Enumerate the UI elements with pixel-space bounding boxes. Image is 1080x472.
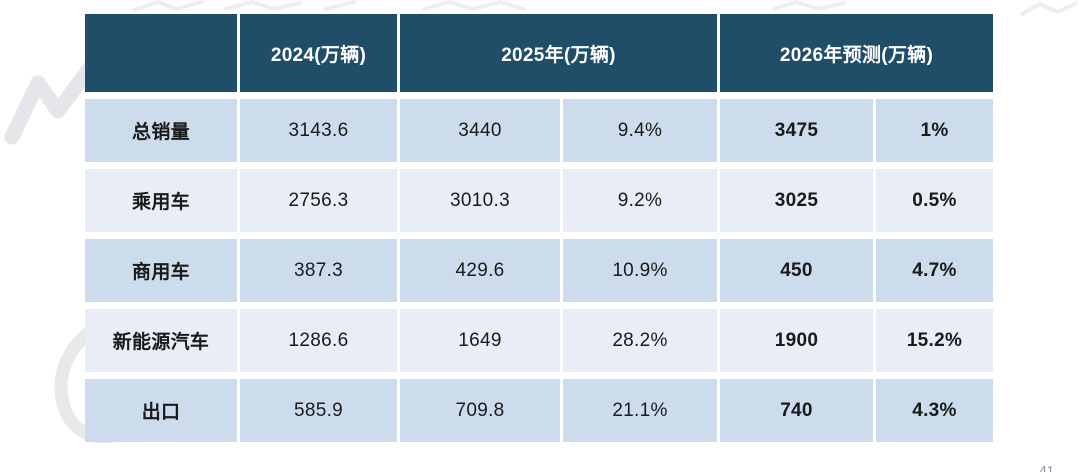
cell-2026-value: 3475 bbox=[720, 99, 873, 162]
watermark-fragment-top-1 bbox=[132, 0, 356, 12]
cell-2025-value: 3440 bbox=[400, 99, 560, 162]
table-header-blank bbox=[85, 14, 237, 92]
cell-2026-growth: 15.2% bbox=[876, 309, 993, 372]
cell-2024-value: 2756.3 bbox=[240, 169, 397, 232]
cell-2024-value: 585.9 bbox=[240, 379, 397, 442]
cell-2025-growth: 9.4% bbox=[563, 99, 717, 162]
row-label-commercial-vehicles: 商用车 bbox=[85, 239, 237, 302]
cell-2025-growth: 28.2% bbox=[563, 309, 717, 372]
cell-2025-value: 429.6 bbox=[400, 239, 560, 302]
cell-2025-value: 1649 bbox=[400, 309, 560, 372]
cell-2025-growth: 10.9% bbox=[563, 239, 717, 302]
cell-2026-value: 450 bbox=[720, 239, 873, 302]
cell-2026-value: 740 bbox=[720, 379, 873, 442]
row-label-passenger-vehicles: 乘用车 bbox=[85, 169, 237, 232]
cell-2024-value: 1286.6 bbox=[240, 309, 397, 372]
cell-2026-growth: 4.3% bbox=[876, 379, 993, 442]
row-label-export: 出口 bbox=[85, 379, 237, 442]
cell-2026-growth: 1% bbox=[876, 99, 993, 162]
table-header-2025: 2025年(万辆) bbox=[400, 14, 717, 92]
table-header-2026-forecast: 2026年预测(万辆) bbox=[720, 14, 993, 92]
cell-2025-value: 709.8 bbox=[400, 379, 560, 442]
watermark-fragment-top-right bbox=[1020, 1, 1078, 16]
cell-2025-value: 3010.3 bbox=[400, 169, 560, 232]
watermark-fragment-top-2 bbox=[422, 0, 526, 11]
cell-2024-value: 387.3 bbox=[240, 239, 397, 302]
cell-2026-value: 1900 bbox=[720, 309, 873, 372]
cell-2025-growth: 21.1% bbox=[563, 379, 717, 442]
row-label-total-sales: 总销量 bbox=[85, 99, 237, 162]
cell-2026-growth: 0.5% bbox=[876, 169, 993, 232]
watermark-fragment-top-3 bbox=[772, 0, 846, 11]
cell-2026-value: 3025 bbox=[720, 169, 873, 232]
forecast-table: 2024(万辆) 2025年(万辆) 2026年预测(万辆) 总销量 3143.… bbox=[85, 14, 993, 442]
cell-2025-growth: 9.2% bbox=[563, 169, 717, 232]
cell-2026-growth: 4.7% bbox=[876, 239, 993, 302]
row-label-nev: 新能源汽车 bbox=[85, 309, 237, 372]
page-number: 41 bbox=[1039, 463, 1054, 472]
table-header-2024: 2024(万辆) bbox=[240, 14, 397, 92]
cell-2024-value: 3143.6 bbox=[240, 99, 397, 162]
